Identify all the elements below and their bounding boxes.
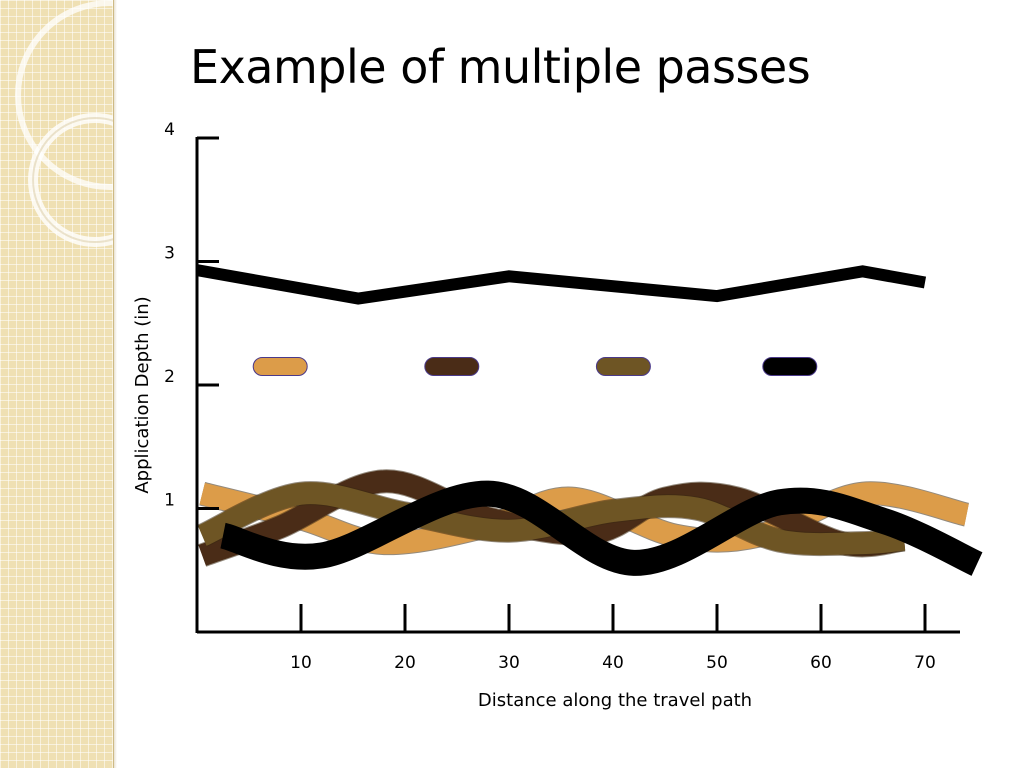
overall-depth-line: [195, 264, 927, 305]
series-layer: [195, 264, 983, 576]
x-tick-label: 70: [914, 653, 936, 673]
y-axis-title: Application Depth (in): [132, 296, 153, 493]
legend-swatch-pass-2: [424, 356, 480, 376]
legend-swatch-pass-3: [595, 356, 651, 376]
pass-4-band: [219, 480, 983, 576]
y-tick-label: 4: [164, 120, 175, 140]
x-tick-label: 60: [810, 653, 832, 673]
y-tick-label: 2: [164, 367, 175, 387]
x-tick-label: 30: [498, 653, 520, 673]
pass-3-band: [197, 482, 906, 556]
legend-swatch-pass-1: [252, 356, 308, 376]
x-tick-label: 50: [706, 653, 728, 673]
legend-swatch-pass-4: [762, 356, 818, 376]
x-tick-label: 10: [290, 653, 312, 673]
y-tick-label: 3: [164, 244, 175, 264]
x-axis-title: Distance along the travel path: [478, 690, 752, 711]
slide-title: Example of multiple passes: [190, 40, 811, 94]
decorative-rings: [15, 0, 113, 247]
legend-layer: [252, 356, 818, 376]
x-tick-label: 40: [602, 653, 624, 673]
y-tick-label: 1: [164, 491, 175, 511]
x-tick-label: 20: [394, 653, 416, 673]
decorative-side-strip: [0, 0, 117, 768]
tick-layer: 1 2 3 4 10 20 30 40 50 60 70: [164, 120, 936, 673]
